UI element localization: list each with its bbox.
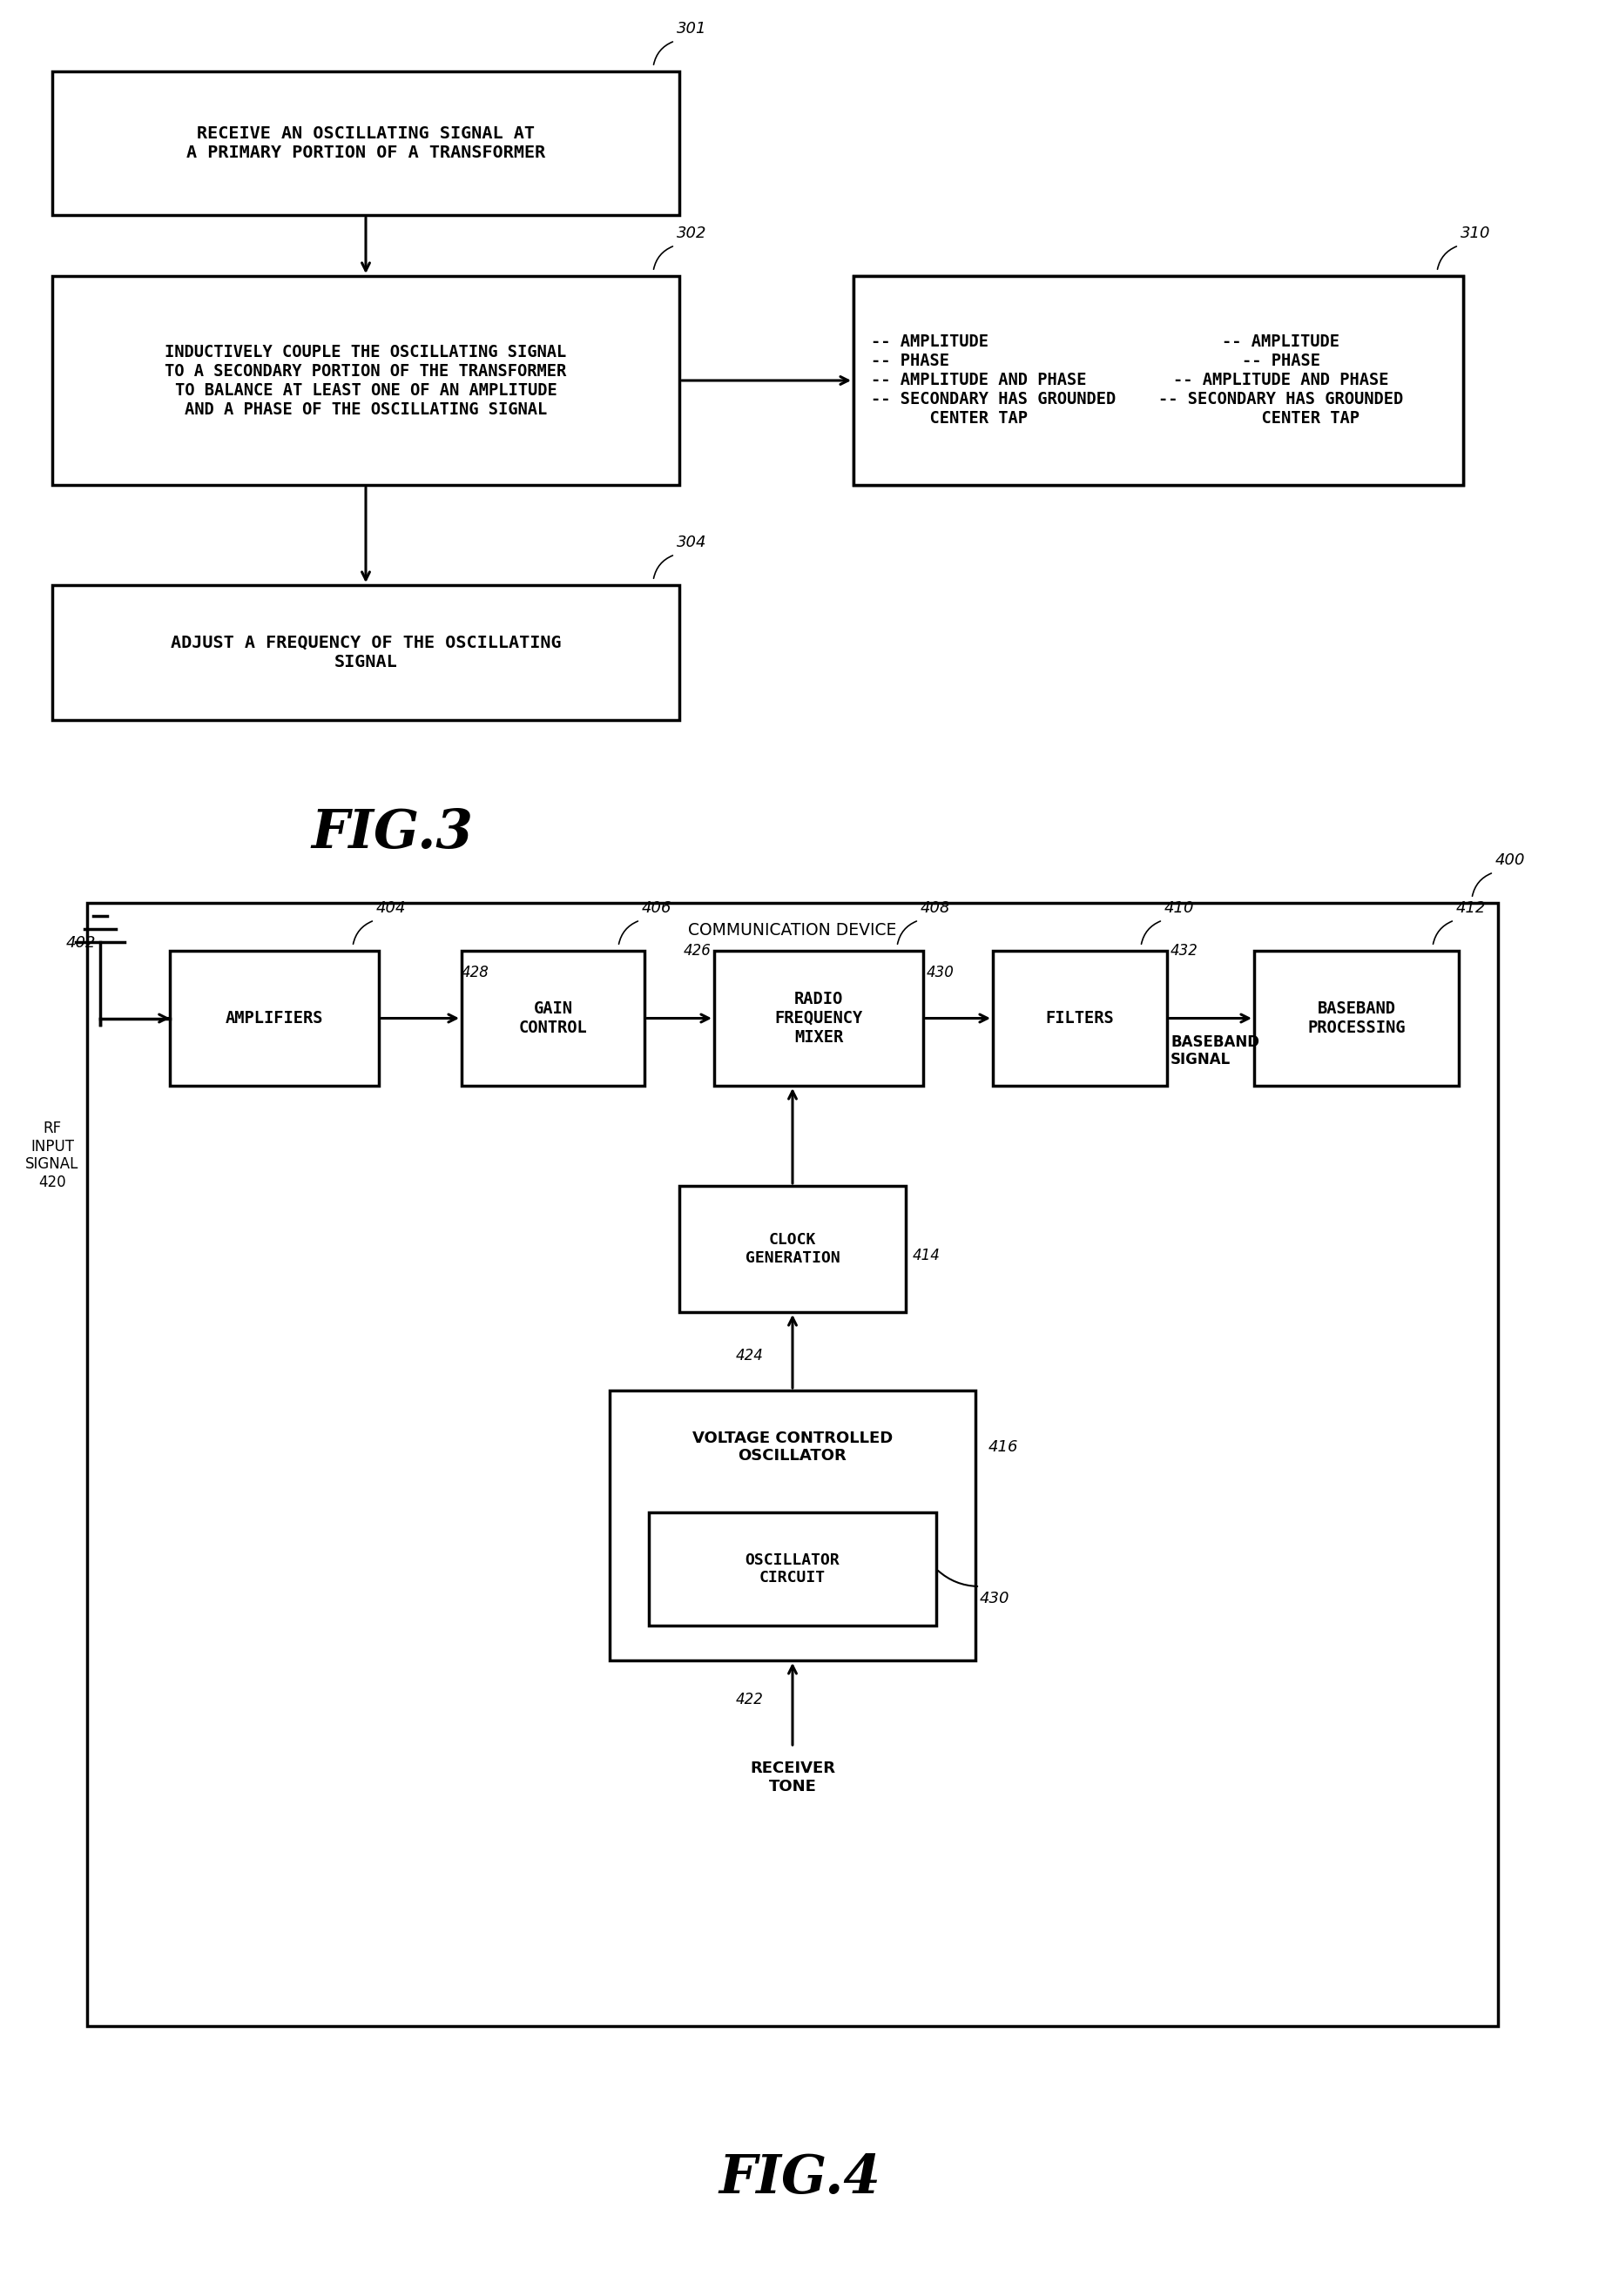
- Text: 412: 412: [1457, 900, 1485, 916]
- Text: -- AMPLITUDE
-- PHASE
-- AMPLITUDE AND PHASE
-- SECONDARY HAS GROUNDED
      CEN: -- AMPLITUDE -- PHASE -- AMPLITUDE AND P…: [871, 333, 1116, 427]
- Text: INDUCTIVELY COUPLE THE OSCILLATING SIGNAL
TO A SECONDARY PORTION OF THE TRANSFOR: INDUCTIVELY COUPLE THE OSCILLATING SIGNA…: [165, 344, 566, 418]
- Text: 310: 310: [1460, 225, 1490, 241]
- Text: CLOCK
GENERATION: CLOCK GENERATION: [745, 1233, 839, 1265]
- FancyBboxPatch shape: [854, 276, 1463, 484]
- FancyBboxPatch shape: [169, 951, 379, 1086]
- Text: 422: 422: [736, 1692, 764, 1708]
- Text: COMMUNICATION DEVICE: COMMUNICATION DEVICE: [688, 923, 897, 939]
- FancyBboxPatch shape: [680, 1185, 905, 1311]
- Text: RECEIVE AN OSCILLATING SIGNAL AT
A PRIMARY PORTION OF A TRANSFORMER: RECEIVE AN OSCILLATING SIGNAL AT A PRIMA…: [185, 126, 545, 161]
- Text: FILTERS: FILTERS: [1046, 1010, 1115, 1026]
- Text: RECEIVER
TONE: RECEIVER TONE: [750, 1761, 835, 1793]
- Text: 414: 414: [913, 1247, 940, 1263]
- Text: GAIN
CONTROL: GAIN CONTROL: [518, 1001, 587, 1035]
- Text: 432: 432: [1170, 944, 1198, 960]
- Text: BASEBAND
PROCESSING: BASEBAND PROCESSING: [1308, 1001, 1406, 1035]
- Text: 301: 301: [676, 21, 707, 37]
- Text: RF
INPUT
SIGNAL
420: RF INPUT SIGNAL 420: [26, 1120, 78, 1189]
- Text: RADIO
FREQUENCY
MIXER: RADIO FREQUENCY MIXER: [774, 992, 863, 1045]
- FancyBboxPatch shape: [86, 902, 1498, 2025]
- Text: ADJUST A FREQUENCY OF THE OSCILLATING
SIGNAL: ADJUST A FREQUENCY OF THE OSCILLATING SI…: [171, 634, 561, 670]
- Text: VOLTAGE CONTROLLED
OSCILLATOR: VOLTAGE CONTROLLED OSCILLATOR: [692, 1430, 892, 1465]
- Text: -- AMPLITUDE
-- PHASE
-- AMPLITUDE AND PHASE
-- SECONDARY HAS GROUNDED
      CEN: -- AMPLITUDE -- PHASE -- AMPLITUDE AND P…: [1158, 333, 1404, 427]
- Text: 424: 424: [736, 1348, 764, 1364]
- FancyBboxPatch shape: [854, 276, 1463, 484]
- Text: 302: 302: [676, 225, 707, 241]
- FancyBboxPatch shape: [609, 1391, 975, 1660]
- FancyBboxPatch shape: [53, 585, 680, 721]
- Text: 430: 430: [980, 1591, 1011, 1607]
- Text: BASEBAND
SIGNAL: BASEBAND SIGNAL: [1170, 1033, 1260, 1068]
- FancyBboxPatch shape: [993, 951, 1167, 1086]
- Text: 400: 400: [1495, 852, 1525, 868]
- FancyBboxPatch shape: [715, 951, 923, 1086]
- FancyBboxPatch shape: [462, 951, 644, 1086]
- Text: FIG.4: FIG.4: [718, 2151, 881, 2204]
- Text: 426: 426: [684, 944, 712, 960]
- FancyBboxPatch shape: [53, 276, 680, 484]
- FancyBboxPatch shape: [649, 1513, 937, 1626]
- Text: 430: 430: [927, 964, 955, 980]
- Text: OSCILLATOR
CIRCUIT: OSCILLATOR CIRCUIT: [745, 1552, 839, 1587]
- Text: 304: 304: [676, 535, 707, 551]
- FancyBboxPatch shape: [1254, 951, 1458, 1086]
- Text: 428: 428: [462, 964, 489, 980]
- Text: 406: 406: [641, 900, 672, 916]
- FancyBboxPatch shape: [53, 71, 680, 216]
- Text: 404: 404: [376, 900, 406, 916]
- Text: AMPLIFIERS: AMPLIFIERS: [225, 1010, 323, 1026]
- Text: FIG.3: FIG.3: [310, 808, 473, 859]
- Text: 416: 416: [988, 1440, 1019, 1456]
- Text: 408: 408: [921, 900, 950, 916]
- Text: 410: 410: [1164, 900, 1194, 916]
- Text: 402: 402: [66, 934, 96, 951]
